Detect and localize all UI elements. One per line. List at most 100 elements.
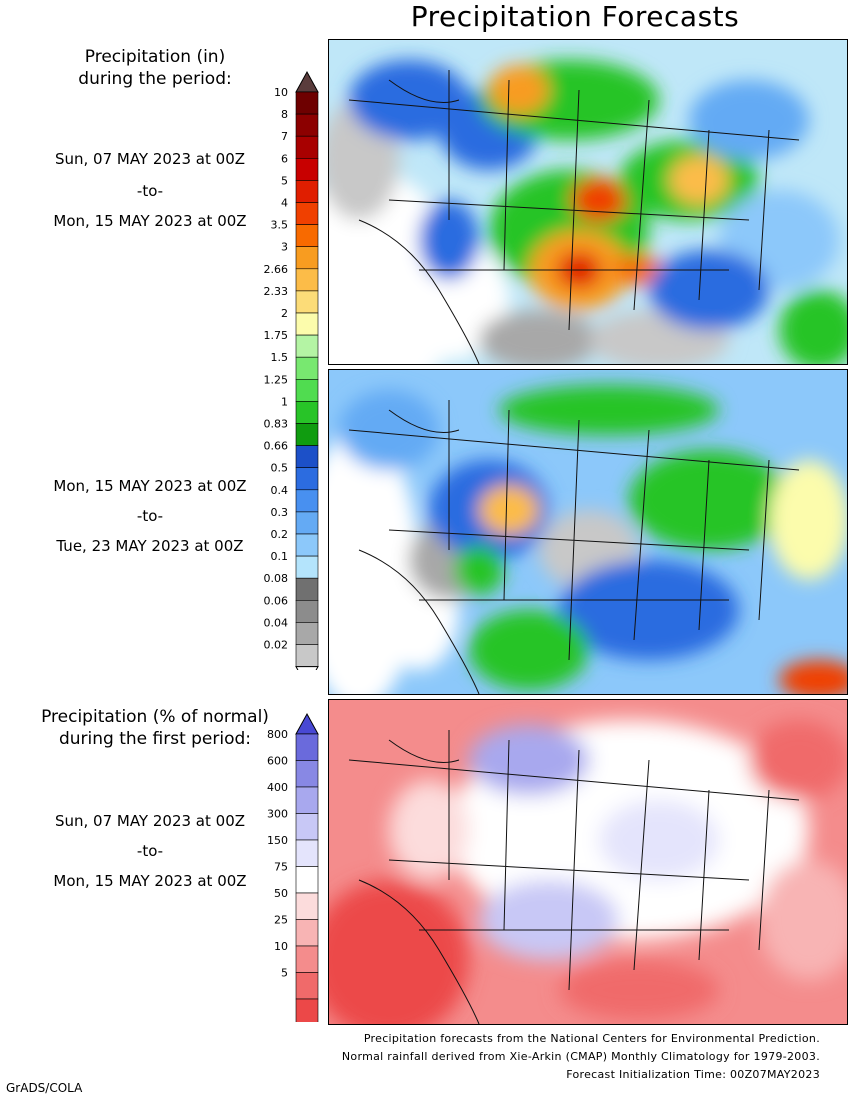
precip-bar-swatch [295,378,319,402]
precip-bar-tick-label: 0.02 [264,639,289,652]
precip-bar-swatch [295,202,319,225]
precip-bar-swatch [295,644,319,667]
precip-bar-swatch [295,599,319,623]
pct-bar-tick-label: 75 [274,861,288,874]
footer-line3: Forecast Initialization Time: 00Z07MAY20… [566,1068,820,1081]
precip-bar-swatch [295,135,319,159]
precip-bar-swatch [295,113,319,137]
pct-legend-header-line2: during the first period: [58,729,252,749]
period1-start: Sun, 07 MAY 2023 at 00Z [54,150,246,168]
pct-bar-top-cap [295,712,319,735]
pct-bar-tick-label: 150 [267,834,288,847]
precip-bar-tick-label: 1.25 [264,373,289,386]
precip-bar-tick-label: 3 [281,241,288,254]
precip-bar-tick-label: 10 [274,86,288,99]
pct-bar-tick-label: 300 [267,808,288,821]
precip-bar-swatch [295,489,319,513]
precip-legend-header-line2: during the period: [78,69,232,89]
pct-bar-swatch [295,919,319,947]
precip-bar-swatch [295,334,319,358]
precip-bar-tick-label: 3.5 [271,219,289,232]
pct-colorbar: 800 600 400 300 150 75 50 25 10 5 [267,712,319,1022]
pct-bar-swatch [295,839,319,867]
map-percent-normal-graphic [329,700,847,1024]
pct-legend-header-line1: Precipitation (% of normal) [41,707,269,727]
precip-bar-tick-label: 1.5 [271,351,289,364]
period2-sep: -to- [136,507,164,525]
pct-bar-tick-label: 400 [267,781,288,794]
pct-bar-swatch [295,760,319,788]
period1-sep: -to- [136,182,164,200]
precip-bar-swatch [295,290,319,314]
credit: GrADS/COLA [6,1081,83,1095]
period1-end: Mon, 15 MAY 2023 at 00Z [53,212,247,230]
pct-bar-swatch [295,813,319,841]
precip-bar-tick-label: 2 [281,307,288,320]
precip-bar-swatch [295,158,319,181]
precip-bar-tick-label: 0.04 [264,616,289,629]
precip-bar-tick-label: 2.66 [264,263,289,276]
precip-bar-tick-label: 0.66 [264,440,289,453]
pct-bar-swatch [295,972,319,1000]
precip-bar-tick-label: 4 [281,197,288,210]
precip-bar-swatch [295,401,319,424]
pct-bar-swatch [295,786,319,814]
precip-bar-tick-label: 7 [281,130,288,143]
precip-bar-swatch [295,91,319,115]
precip-bar-tick-label: 1 [281,395,288,408]
precip-bar-tick-label: 0.4 [271,484,289,497]
period2-end: Tue, 23 MAY 2023 at 00Z [56,537,244,555]
precip-bar-swatch [295,246,319,270]
period3-sep: -to- [136,842,164,860]
precip-bar-tick-label: 0.2 [271,528,289,541]
map-precip-period1 [328,39,848,365]
precip-bar-swatch [295,180,319,203]
pct-bar-tick-label: 10 [274,940,288,953]
page-title: Precipitation Forecasts [410,0,740,33]
precip-bar-swatch [295,511,319,535]
footer-line1: Precipitation forecasts from the Nationa… [363,1032,820,1045]
pct-bar-swatch [295,998,319,1022]
footer-line2: Normal rainfall derived from Xie-Arkin (… [341,1050,820,1063]
precip-bar-swatch [295,356,319,380]
pct-bar-tick-label: 800 [267,728,288,741]
pct-bar-tick-label: 5 [281,967,288,980]
precip-bar-swatch [295,555,319,579]
precip-legend-header-line1: Precipitation (in) [84,47,226,67]
pct-bar-swatch [295,892,319,920]
precip-bar-swatch [295,423,319,446]
precip-legend-header: Precipitation (in) during the period: [40,46,270,90]
precip-bar-tick-label: 0.5 [271,462,289,475]
pct-bar-swatch [295,945,319,973]
pct-bar-tick-label: 600 [267,755,288,768]
map-precip-period1-graphic [329,40,847,364]
precip-bar-tick-label: 0.06 [264,594,289,607]
precip-bar-tick-label: 0.1 [271,550,289,563]
precip-bar-swatch [295,467,319,491]
precip-bar-swatch [295,268,319,292]
precip-bar-tick-label: 0.3 [271,506,289,519]
precip-bar-bottom-cap [295,666,319,670]
map-percent-normal [328,699,848,1025]
map-precip-period2-graphic [329,370,847,694]
pct-bar-tick-label: 50 [274,887,288,900]
period3-end: Mon, 15 MAY 2023 at 00Z [53,872,247,890]
precip-colorbar: 10 8 7 6 5 4 3.5 3 2.66 2.33 2 1.75 1.5 1.25 1 0.83 0.66… [264,70,319,670]
precip-bar-tick-label: 0.08 [264,572,289,585]
precip-bar-swatch [295,533,319,557]
precip-bar-swatch [295,445,319,469]
precip-bar-top-cap [295,70,319,93]
precip-bar-tick-label: 2.33 [264,285,289,298]
pct-bar-swatch [295,733,319,761]
precip-bar-tick-label: 8 [281,108,288,121]
pct-legend-header: Precipitation (% of normal) during the f… [10,706,300,750]
precip-bar-tick-label: 5 [281,174,288,187]
precip-bar-tick-label: 1.75 [264,329,289,342]
precip-bar-swatch [295,577,319,601]
pct-bar-swatch [295,866,319,894]
map-precip-period2 [328,369,848,695]
period2-start: Mon, 15 MAY 2023 at 00Z [53,477,247,495]
precip-bar-swatch [295,622,319,645]
precip-bar-swatch [295,312,319,336]
period3-start: Sun, 07 MAY 2023 at 00Z [54,812,246,830]
